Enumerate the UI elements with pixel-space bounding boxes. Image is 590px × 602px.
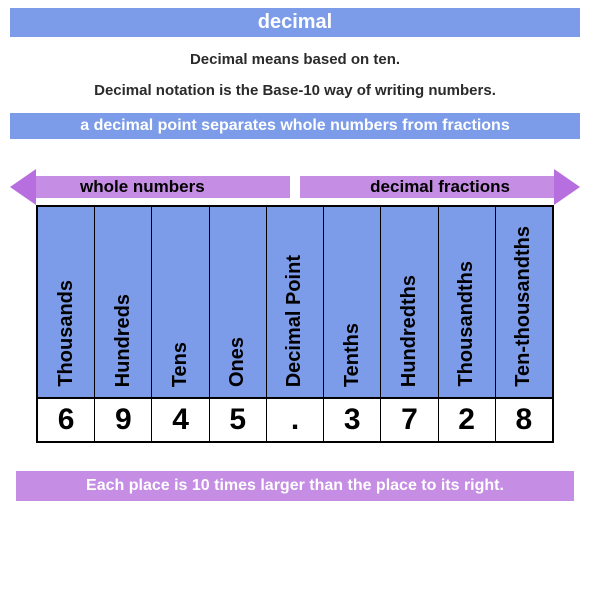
intro-line-1: Decimal means based on ten. (0, 51, 590, 68)
place-column-header: Hundredths (381, 207, 437, 397)
place-column-header: Decimal Point (267, 207, 323, 397)
place-label: Hundredths (398, 275, 421, 387)
place-value: . (267, 397, 323, 441)
arrow-row: whole numbers decimal fractions (10, 169, 580, 205)
place-column: Tenths 3 (324, 207, 381, 441)
place-value: 2 (439, 397, 495, 441)
place-column: Thousandths 2 (439, 207, 496, 441)
place-value: 5 (210, 397, 266, 441)
place-column-header: Tenths (324, 207, 380, 397)
place-column-header: Ten-thousandths (496, 207, 552, 397)
place-column-header: Ones (210, 207, 266, 397)
title-bar: decimal (10, 8, 580, 37)
place-label: Thousands (55, 280, 78, 387)
arrow-left-head-icon (10, 169, 36, 205)
place-label: Hundreds (112, 294, 135, 387)
arrow-right-label: decimal fractions (370, 176, 510, 198)
place-label: Tens (169, 342, 192, 387)
place-column: Ten-thousandths 8 (496, 207, 552, 441)
place-column: Hundredths 7 (381, 207, 438, 441)
place-value: 6 (38, 397, 94, 441)
place-value: 7 (381, 397, 437, 441)
place-value: 3 (324, 397, 380, 441)
place-label: Decimal Point (283, 255, 306, 387)
place-value-table: Thousands6Hundreds9Tens4Ones5Decimal Poi… (36, 205, 554, 443)
title-text: decimal (258, 11, 332, 33)
place-column-header: Tens (152, 207, 208, 397)
place-label: Tenths (341, 323, 364, 387)
place-column-header: Hundreds (95, 207, 151, 397)
footer-bar: Each place is 10 times larger than the p… (16, 471, 574, 501)
place-column-header: Thousands (38, 207, 94, 397)
place-column: Ones 5 (210, 207, 267, 441)
place-value: 4 (152, 397, 208, 441)
intro-line-2: Decimal notation is the Base-10 way of w… (0, 82, 590, 99)
place-column: Decimal Point. (267, 207, 324, 441)
separator-bar: a decimal point separates whole numbers … (10, 113, 580, 139)
place-column: Tens 4 (152, 207, 209, 441)
place-column: Thousands 6 (38, 207, 95, 441)
place-column: Hundreds 9 (95, 207, 152, 441)
arrow-left-label: whole numbers (80, 176, 205, 198)
place-value: 8 (496, 397, 552, 441)
arrow-right-head-icon (554, 169, 580, 205)
place-label: Ones (226, 337, 249, 387)
place-label: Ten-thousandths (512, 226, 535, 387)
place-value: 9 (95, 397, 151, 441)
place-label: Thousandths (455, 261, 478, 387)
separator-text: a decimal point separates whole numbers … (80, 117, 509, 134)
place-column-header: Thousandths (439, 207, 495, 397)
footer-text: Each place is 10 times larger than the p… (86, 477, 504, 494)
